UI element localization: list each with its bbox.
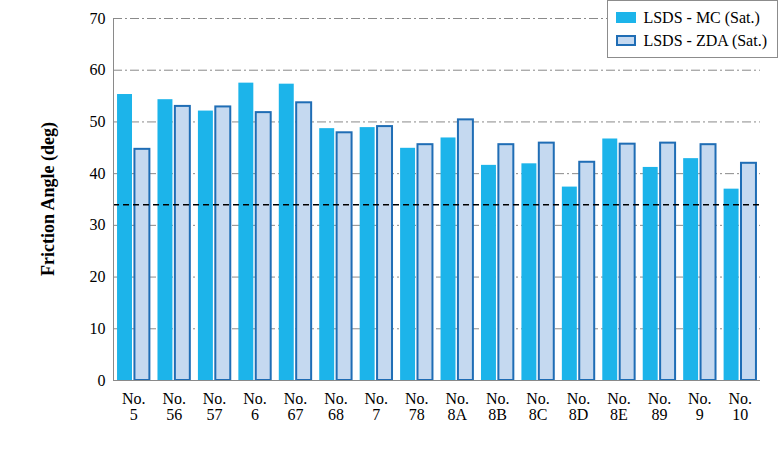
svg-text:40: 40	[90, 165, 106, 182]
svg-text:No.78: No.78	[405, 390, 429, 423]
svg-text:30: 30	[90, 216, 106, 233]
svg-text:No.89: No.89	[648, 390, 672, 423]
svg-text:20: 20	[90, 268, 106, 285]
svg-text:0: 0	[98, 372, 106, 389]
svg-text:No.8C: No.8C	[526, 390, 550, 423]
html-text:LSDS - MC (Sat.): LSDS - MC (Sat.)	[643, 8, 760, 26]
svg-text:No.57: No.57	[203, 390, 227, 423]
svg-text:No.8B: No.8B	[486, 390, 510, 423]
svg-text:No.10: No.10	[729, 390, 753, 423]
svg-text:No.9: No.9	[688, 390, 712, 423]
svg-text:No.8E: No.8E	[607, 390, 631, 423]
svg-text:No.5: No.5	[122, 390, 146, 423]
svg-text:No.7: No.7	[365, 390, 389, 423]
svg-text:No.67: No.67	[284, 390, 308, 423]
html-text:LSDS - ZDA (Sat.): LSDS - ZDA (Sat.)	[643, 31, 767, 49]
svg-text:No.8A: No.8A	[445, 390, 469, 423]
svg-text:50: 50	[90, 113, 106, 130]
svg-text:10: 10	[90, 320, 106, 337]
svg-text:No.6: No.6	[243, 390, 267, 423]
svg-text:No.8D: No.8D	[567, 390, 591, 423]
html-text:Friction Angle (deg): Friction Angle (deg)	[38, 122, 58, 276]
svg-text:No.68: No.68	[324, 390, 348, 423]
svg-text:60: 60	[90, 61, 106, 78]
svg-text:70: 70	[90, 10, 106, 27]
svg-text:No.56: No.56	[162, 390, 186, 423]
